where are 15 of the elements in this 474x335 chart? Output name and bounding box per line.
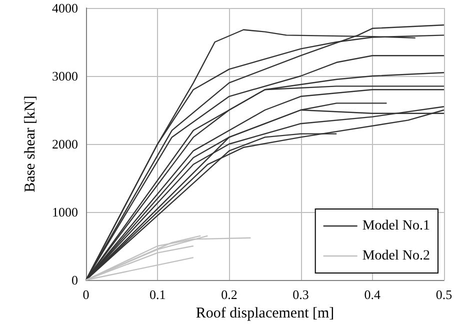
x-tick-label: 0.1 [149, 287, 166, 302]
legend-label: Model No.2 [362, 248, 430, 264]
x-tick-label: 0.4 [364, 287, 382, 302]
x-axis-title: Roof displacement [m] [196, 306, 334, 322]
x-tick-label: 0.3 [292, 287, 309, 302]
y-tick-label: 0 [72, 272, 78, 288]
x-tick-label: 0.2 [221, 287, 238, 302]
y-tick-label: 1000 [52, 204, 78, 220]
y-axis-title: Base shear [kN] [22, 96, 38, 192]
legend-label: Model No.1 [362, 218, 430, 234]
x-tick-label: 0.5 [436, 287, 452, 302]
y-tick-label: 3000 [52, 68, 78, 84]
x-tick-label: 0 [82, 287, 90, 302]
y-tick-label: 4000 [52, 0, 78, 16]
y-tick-label: 2000 [52, 136, 78, 152]
